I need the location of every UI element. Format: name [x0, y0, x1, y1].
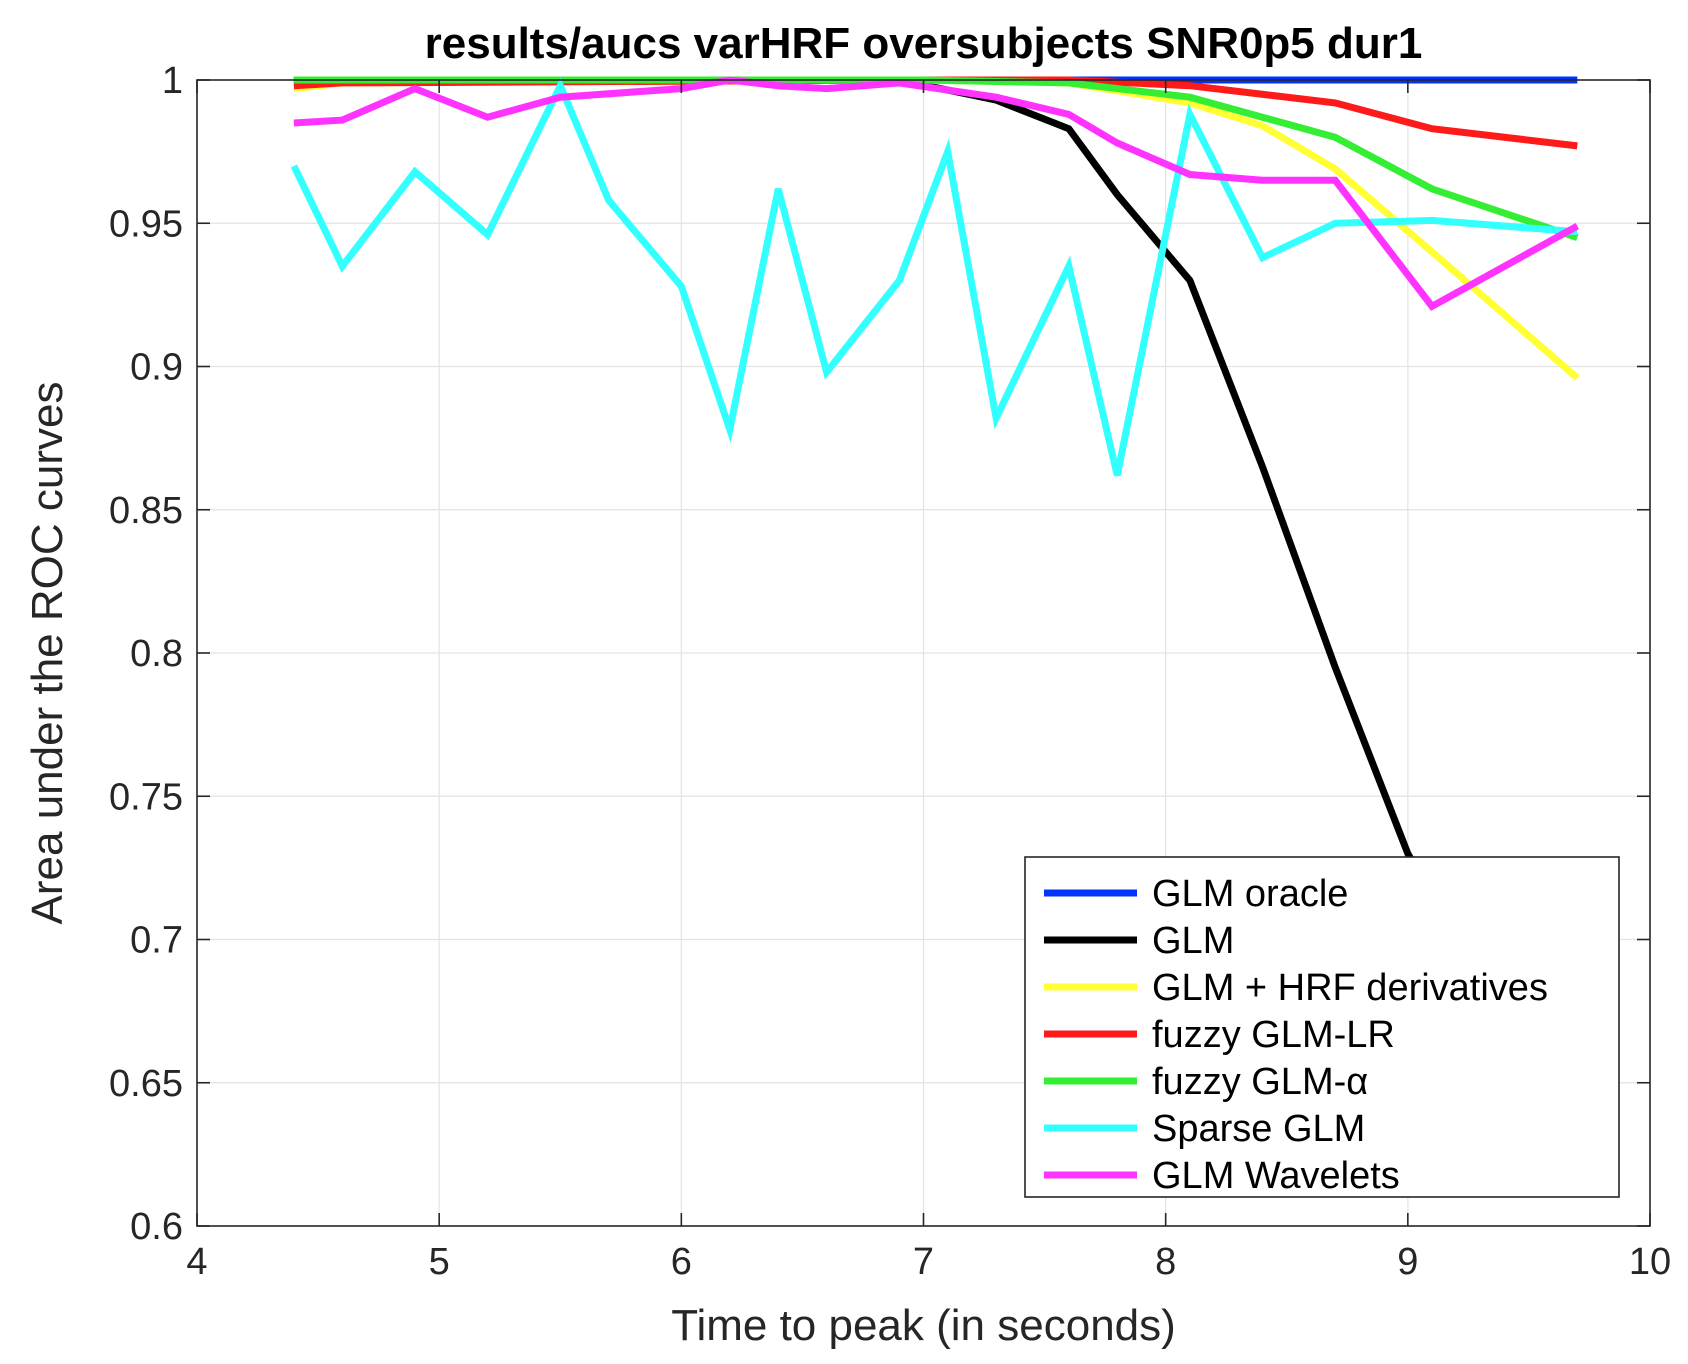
tick-marks	[196, 79, 1651, 1227]
x-tick-label: 5	[429, 1241, 450, 1283]
x-tick-label: 8	[1155, 1241, 1176, 1283]
series-line-6	[293, 76, 1579, 311]
legend: GLM oracle GLM GLM + HRF derivatives fuzzy …	[1024, 856, 1620, 1198]
y-axis-label: Area under the ROC curves	[23, 382, 72, 925]
x-tick-label: 9	[1397, 1241, 1418, 1283]
chart-title: results/aucs varHRF oversubjects SNR0p5 …	[425, 19, 1423, 68]
legend-label: GLM + HRF derivatives	[1152, 967, 1548, 1009]
x-tick-label: 10	[1629, 1241, 1671, 1283]
y-tick-label: 0.75	[109, 776, 183, 818]
x-tick-label: 6	[671, 1241, 692, 1283]
legend-label: GLM Wavelets	[1152, 1155, 1400, 1197]
y-tick-label: 0.9	[130, 347, 183, 389]
x-tick-label: 4	[186, 1241, 207, 1283]
y-tick-label: 0.65	[109, 1063, 183, 1105]
legend-label: GLM	[1152, 920, 1234, 962]
legend-label: GLM oracle	[1152, 873, 1348, 915]
x-tick-label: 7	[913, 1241, 934, 1283]
legend-label: fuzzy GLM-LR	[1152, 1014, 1395, 1056]
y-tick-label: 0.95	[109, 203, 183, 245]
legend-label: Sparse GLM	[1152, 1108, 1365, 1150]
tick-labels: 4 5 6 7 8 9 10 0.6 0.65 0.7 0.75 0.8 0.85 0.9 0.95 1	[109, 60, 1671, 1283]
series-line-5	[290, 77, 1578, 477]
y-tick-label: 0.85	[109, 490, 183, 532]
y-tick-label: 0.8	[130, 633, 183, 675]
legend-box	[1024, 856, 1620, 1198]
x-axis-label: Time to peak (in seconds)	[671, 1301, 1176, 1350]
y-tick-label: 1	[162, 60, 183, 102]
y-tick-label: 0.7	[130, 920, 183, 962]
legend-label: fuzzy GLM-α	[1152, 1061, 1368, 1103]
y-tick-label: 0.6	[130, 1206, 183, 1248]
